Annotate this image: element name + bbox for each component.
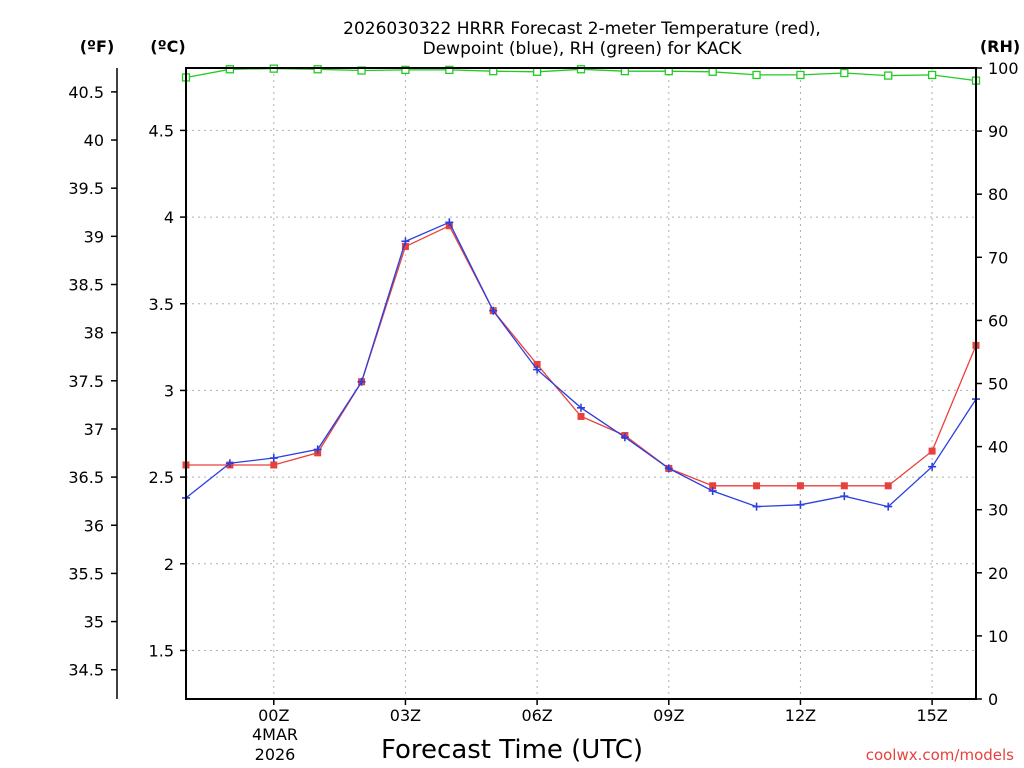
celsius-tick-label: 2.5: [149, 468, 174, 487]
x-tick-label: 00Z: [258, 706, 289, 725]
fahrenheit-tick-label: 34.5: [68, 661, 104, 680]
chart-title-line1: 2026030322 HRRR Forecast 2-meter Tempera…: [343, 19, 821, 39]
rh-tick-label: 50: [988, 375, 1008, 394]
fahrenheit-tick-label: 37: [84, 420, 104, 439]
dewpoint-point: [620, 433, 629, 442]
x-tick-label: 03Z: [390, 706, 421, 725]
fahrenheit-tick-label: 36: [84, 516, 104, 535]
temperature-point: [577, 412, 585, 420]
rh-tick-label: 60: [988, 311, 1008, 330]
x-tick-label: 06Z: [521, 706, 552, 725]
temperature-line: [186, 224, 977, 487]
rh-tick-label: 0: [988, 690, 998, 709]
rh-tick-label: 100: [988, 59, 1019, 78]
dewpoint-point: [840, 492, 849, 501]
dewpoint-point: [313, 445, 322, 454]
dewpoint-point: [225, 459, 234, 468]
fahrenheit-tick-label: 35: [84, 613, 104, 632]
dewpoint-point: [664, 464, 673, 473]
rh-point: [708, 67, 717, 76]
rh-tick-label: 10: [988, 627, 1008, 646]
rh-point: [532, 67, 542, 76]
rh-point: [840, 68, 849, 78]
temperature-point: [709, 482, 717, 490]
celsius-tick-label: 1.5: [149, 641, 174, 660]
fahrenheit-tick-label: 39: [84, 227, 104, 246]
temperature-point: [401, 243, 409, 251]
rh-point: [796, 70, 805, 80]
fahrenheit-tick-label: 37.5: [68, 372, 104, 391]
dewpoint-point: [928, 462, 937, 471]
rh-point: [752, 70, 761, 80]
date-label-year: 2026: [255, 745, 296, 764]
rh-tick-label: 30: [988, 501, 1008, 520]
celsius-axis-unit: (ºC): [150, 37, 185, 56]
fahrenheit-tick-label: 40: [84, 131, 104, 150]
fahrenheit-tick-label: 35.5: [68, 564, 104, 583]
x-tick-label: 15Z: [916, 706, 947, 725]
x-tick-label: 09Z: [653, 706, 684, 725]
temperature-point: [840, 482, 848, 490]
fahrenheit-tick-label: 40.5: [68, 83, 104, 102]
date-label-month: 4MAR: [252, 725, 298, 744]
rh-tick-label: 70: [988, 248, 1008, 267]
dewpoint-point: [752, 502, 761, 511]
dewpoint-point: [445, 218, 454, 227]
fahrenheit-axis-unit: (ºF): [80, 37, 115, 56]
rh-point: [927, 70, 937, 80]
dewpoint-point: [489, 306, 498, 315]
grid-lines: [186, 68, 976, 699]
temperature-point: [270, 461, 278, 469]
temperature-point: [796, 482, 804, 490]
temperature-point: [533, 360, 541, 368]
rh-point: [445, 65, 454, 75]
fahrenheit-tick-label: 39.5: [68, 179, 104, 198]
dewpoint-line: [185, 221, 977, 508]
rh-point: [884, 71, 893, 80]
rh-point: [401, 65, 410, 75]
plot-frame: [185, 67, 977, 700]
celsius-tick-label: 2: [164, 555, 174, 574]
rh-axis-unit: (RH): [980, 37, 1020, 56]
fahrenheit-tick-label: 36.5: [68, 468, 104, 487]
temperature-point: [753, 482, 761, 490]
rh-tick-label: 80: [988, 185, 1008, 204]
dewpoint-point: [796, 500, 805, 509]
dewpoint-point: [357, 377, 366, 386]
dewpoint-point: [884, 502, 893, 511]
data-series: [181, 64, 981, 511]
chart-title-line2: Dewpoint (blue), RH (green) for KACK: [423, 39, 743, 59]
dewpoint-point: [401, 237, 410, 246]
dewpoint-point: [533, 365, 542, 374]
rh-point: [576, 65, 586, 74]
rh-point: [313, 65, 322, 74]
celsius-tick-label: 4: [164, 208, 174, 227]
dewpoint-point: [577, 403, 585, 412]
x-tick-label: 12Z: [785, 706, 816, 725]
rh-tick-label: 40: [988, 438, 1008, 457]
rh-point: [225, 65, 235, 74]
axes: 00Z 03Z 06Z 09Z 12Z 15Z 1.5 2 2.5 3 3.5 4 4.5 34.5 35 3…: [68, 59, 1018, 725]
rh-tick-label: 20: [988, 564, 1008, 583]
fahrenheit-tick-label: 38.5: [68, 275, 104, 294]
rh-tick-label: 90: [988, 122, 1008, 141]
temperature-point: [884, 482, 892, 490]
celsius-tick-label: 4.5: [149, 121, 174, 140]
dewpoint-point: [708, 486, 717, 495]
temperature-point: [928, 447, 936, 455]
fahrenheit-tick-label: 38: [84, 324, 104, 343]
celsius-tick-label: 3.5: [149, 295, 174, 314]
source-credit: coolwx.com/models: [866, 746, 1014, 764]
celsius-tick-label: 3: [164, 381, 174, 400]
dewpoint-point: [269, 454, 278, 463]
x-axis-label: Forecast Time (UTC): [381, 735, 643, 765]
